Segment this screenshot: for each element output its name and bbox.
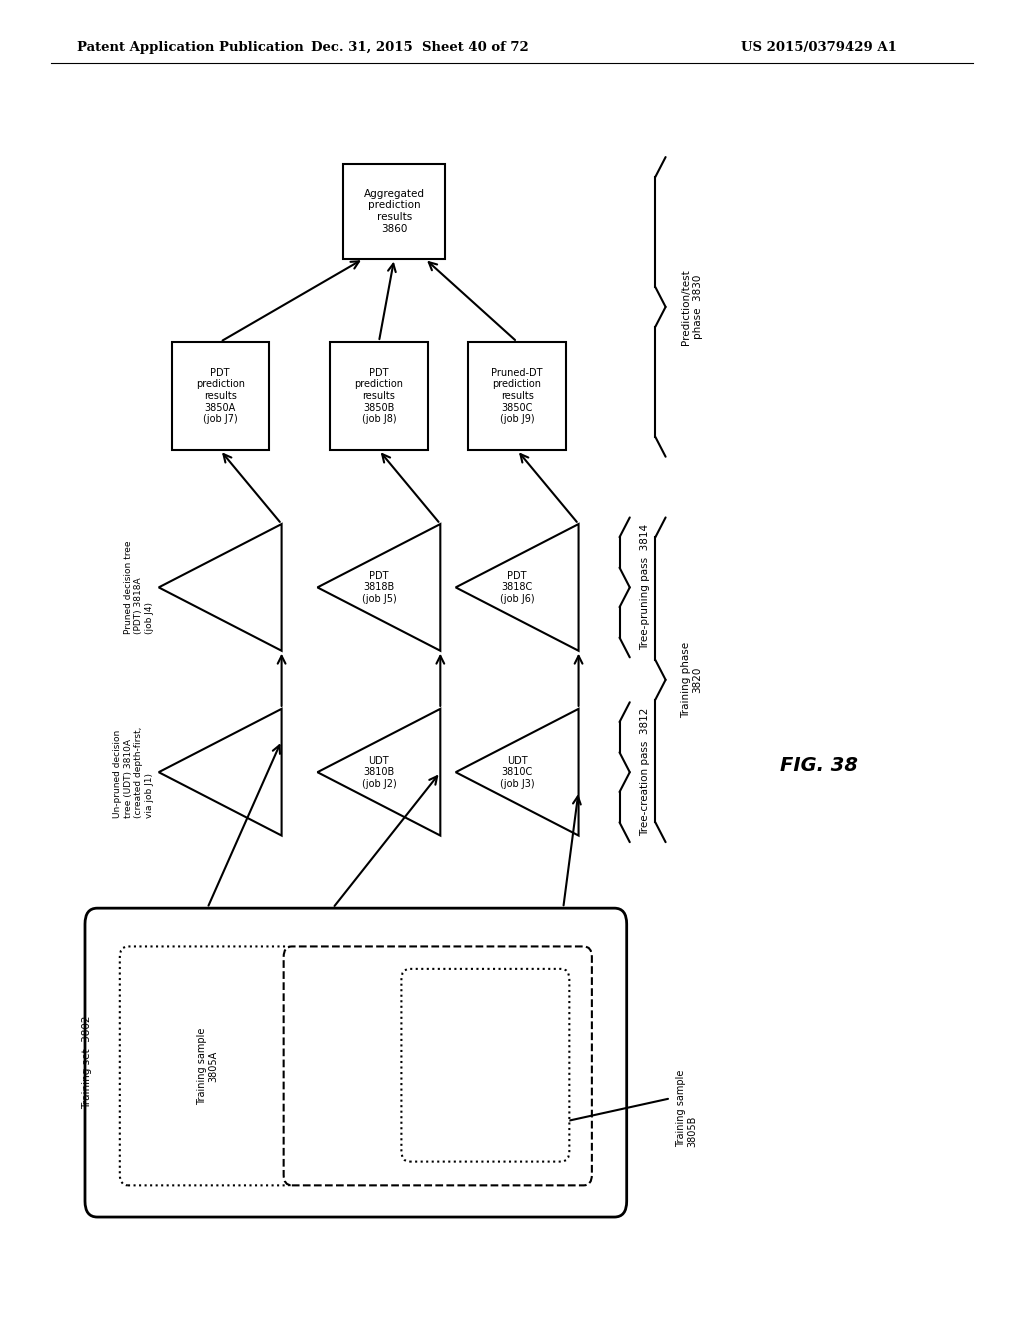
Text: UDT
3810C
(job J3): UDT 3810C (job J3) xyxy=(500,755,535,789)
FancyBboxPatch shape xyxy=(171,342,268,450)
FancyBboxPatch shape xyxy=(85,908,627,1217)
Text: Training sample
3805C: Training sample 3805C xyxy=(474,1027,497,1104)
Text: US 2015/0379429 A1: US 2015/0379429 A1 xyxy=(741,41,897,54)
Text: Dec. 31, 2015  Sheet 40 of 72: Dec. 31, 2015 Sheet 40 of 72 xyxy=(311,41,528,54)
FancyBboxPatch shape xyxy=(120,946,295,1185)
FancyBboxPatch shape xyxy=(330,342,428,450)
Text: Un-pruned decision
tree (UDT) 3810A
(created depth-first,
via job J1): Un-pruned decision tree (UDT) 3810A (cre… xyxy=(114,726,154,818)
Text: Training phase
3820: Training phase 3820 xyxy=(681,642,702,718)
Text: Pruned-DT
prediction
results
3850C
(job J9): Pruned-DT prediction results 3850C (job … xyxy=(492,368,543,424)
Text: PDT
3818C
(job J6): PDT 3818C (job J6) xyxy=(500,570,535,605)
FancyBboxPatch shape xyxy=(343,164,445,259)
Text: Aggregated
prediction
results
3860: Aggregated prediction results 3860 xyxy=(364,189,425,234)
Text: Training set  3802: Training set 3802 xyxy=(82,1016,92,1109)
Text: Tree-creation pass  3812: Tree-creation pass 3812 xyxy=(640,708,650,837)
Text: Patent Application Publication: Patent Application Publication xyxy=(77,41,303,54)
FancyBboxPatch shape xyxy=(401,969,569,1162)
Text: Training sample
3805B: Training sample 3805B xyxy=(676,1071,697,1147)
Text: Pruned decision tree
(PDT) 3818A
(job J4): Pruned decision tree (PDT) 3818A (job J4… xyxy=(124,541,154,634)
Text: UDT
3810B
(job J2): UDT 3810B (job J2) xyxy=(361,755,396,789)
Text: FIG. 38: FIG. 38 xyxy=(780,756,858,775)
Text: PDT
3818B
(job J5): PDT 3818B (job J5) xyxy=(361,570,396,605)
Text: PDT
prediction
results
3850B
(job J8): PDT prediction results 3850B (job J8) xyxy=(354,368,403,424)
FancyBboxPatch shape xyxy=(469,342,565,450)
Text: Training sample
3805A: Training sample 3805A xyxy=(197,1027,218,1105)
Text: Prediction/test
phase  3830: Prediction/test phase 3830 xyxy=(681,269,702,345)
Text: PDT
prediction
results
3850A
(job J7): PDT prediction results 3850A (job J7) xyxy=(196,368,245,424)
FancyBboxPatch shape xyxy=(284,946,592,1185)
Text: Tree-pruning pass  3814: Tree-pruning pass 3814 xyxy=(640,524,650,651)
